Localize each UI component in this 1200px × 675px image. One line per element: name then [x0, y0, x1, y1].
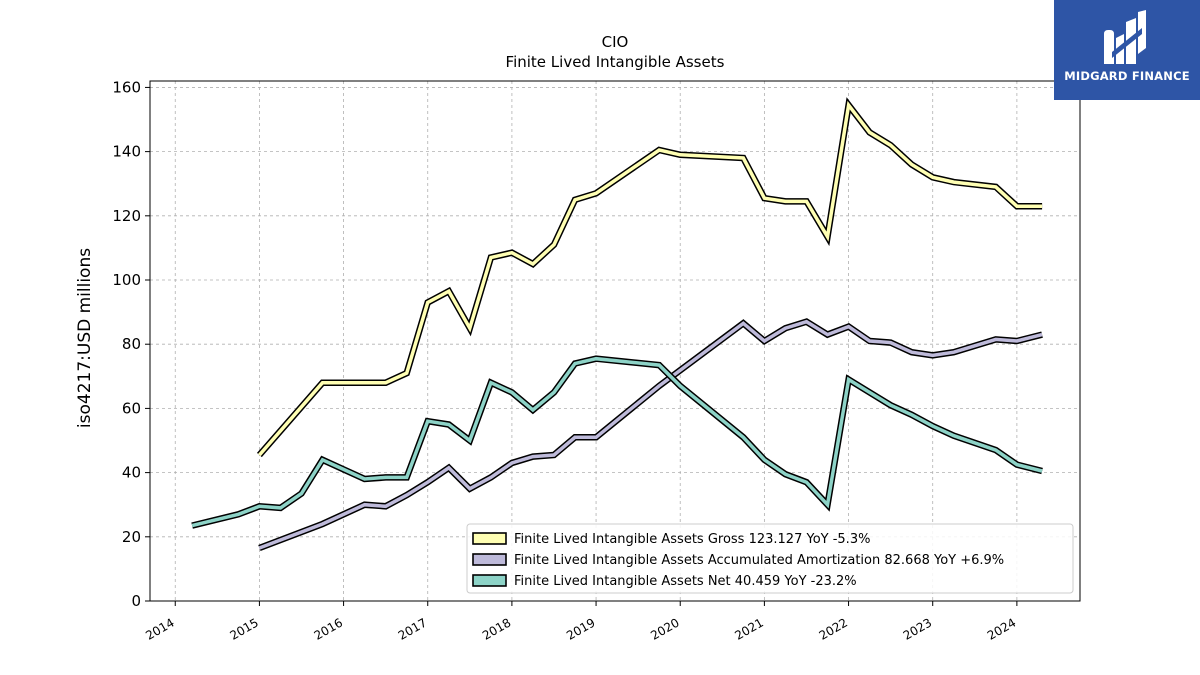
x-tick-label: 2014 [143, 615, 176, 642]
legend-entry-label: Finite Lived Intangible Assets Net 40.45… [514, 574, 857, 589]
legend-swatch [472, 574, 507, 587]
y-tick-label: 40 [122, 464, 141, 482]
y-tick-label: 80 [122, 335, 141, 353]
series-line [258, 100, 1043, 457]
legend-box [466, 523, 1074, 594]
x-tick-label: 2017 [396, 615, 429, 642]
chart-title: CIO [602, 33, 629, 51]
x-tick-label: 2019 [564, 615, 597, 642]
y-tick-label: 140 [112, 143, 141, 161]
y-tick-label: 100 [112, 271, 141, 289]
series-line [258, 319, 1043, 550]
x-tick-label: 2021 [732, 615, 765, 642]
legend: Finite Lived Intangible Assets Gross 123… [466, 523, 1074, 594]
logo-mark-icon [1104, 10, 1146, 64]
x-tick-label: 2020 [648, 615, 681, 642]
x-tick-label: 2023 [901, 615, 934, 642]
company-logo: MIDGARD FINANCE [1054, 0, 1200, 100]
y-tick-label: 0 [131, 592, 141, 610]
series-line [191, 356, 1043, 528]
x-tick-label: 2016 [312, 615, 345, 642]
logo-text: MIDGARD FINANCE [1064, 69, 1190, 83]
y-axis-label: iso4217:USD millions [75, 248, 95, 428]
x-tick-label: 2024 [985, 615, 1018, 642]
x-tick-label: 2018 [480, 615, 513, 642]
y-tick-label: 60 [122, 399, 141, 417]
legend-entry-label: Finite Lived Intangible Assets Accumulat… [514, 553, 1004, 568]
x-tick-label: 2015 [227, 615, 260, 642]
x-tick-label: 2022 [817, 615, 850, 642]
y-tick-label: 20 [122, 528, 141, 546]
legend-swatch [472, 532, 507, 545]
chart-subtitle: Finite Lived Intangible Assets [506, 53, 725, 71]
grid [150, 81, 1080, 602]
y-tick-label: 120 [112, 207, 141, 225]
legend-swatch [472, 553, 507, 566]
y-tick-label: 160 [112, 78, 141, 96]
series-lines [191, 97, 1043, 552]
legend-entry-label: Finite Lived Intangible Assets Gross 123… [514, 532, 870, 547]
plot-frame [149, 80, 1081, 602]
